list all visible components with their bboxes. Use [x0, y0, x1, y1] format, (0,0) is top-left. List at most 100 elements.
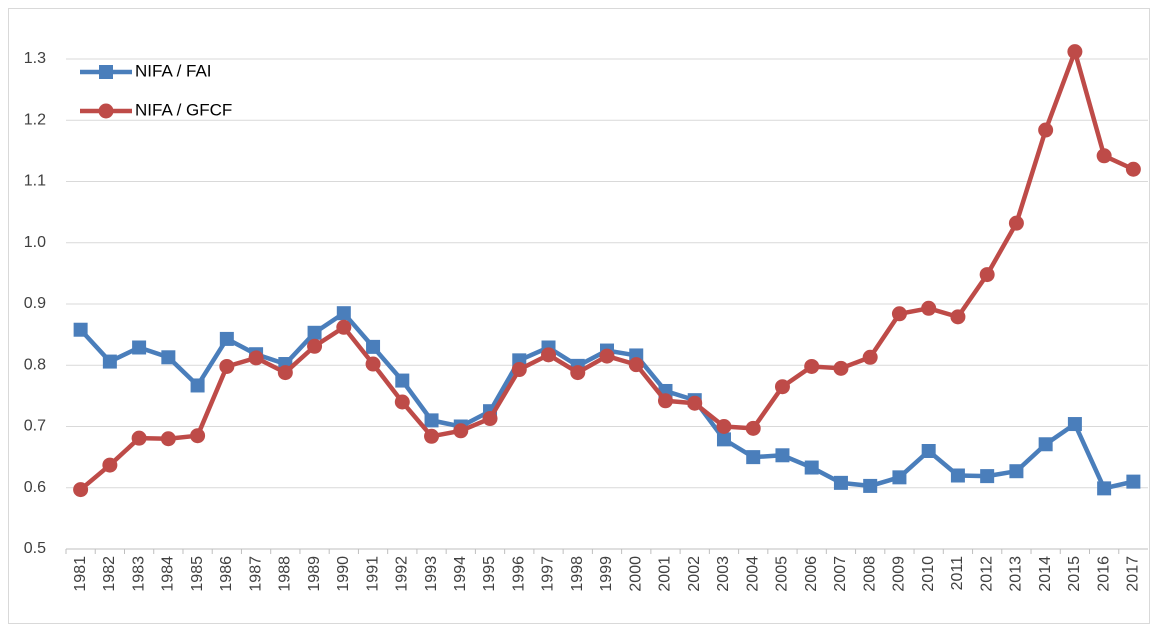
data-point: [628, 357, 644, 373]
data-point: [511, 362, 527, 378]
data-point: [453, 423, 469, 439]
x-tick-label: 1983: [130, 556, 147, 592]
data-point: [1125, 161, 1141, 177]
x-tick-label: 1998: [569, 556, 586, 592]
data-point: [336, 306, 351, 321]
data-point: [599, 348, 615, 364]
data-point: [277, 365, 293, 381]
x-tick-label: 1984: [160, 556, 177, 592]
data-point: [1038, 437, 1053, 452]
x-tick-label: 2010: [920, 556, 937, 592]
data-point: [102, 457, 118, 473]
data-point: [863, 478, 878, 493]
x-tick-label: 1987: [247, 556, 264, 592]
data-point: [980, 469, 995, 484]
data-point: [307, 325, 322, 340]
data-point: [687, 395, 703, 411]
x-tick-label: 2009: [891, 556, 908, 592]
data-point: [657, 393, 673, 409]
x-tick-label: 2007: [832, 556, 849, 592]
data-point: [950, 468, 965, 483]
x-tick-label: 1993: [423, 556, 440, 592]
x-tick-label: 1997: [540, 556, 557, 592]
data-point: [716, 419, 732, 434]
data-point: [424, 413, 439, 428]
data-point: [892, 470, 907, 485]
x-tick-label: 2005: [774, 556, 791, 592]
x-tick-label: 1996: [510, 556, 527, 592]
data-point: [979, 267, 995, 283]
data-point: [307, 338, 323, 354]
data-point: [131, 430, 147, 446]
data-point: [102, 354, 117, 369]
data-point: [833, 475, 848, 490]
data-point: [366, 339, 381, 354]
data-point: [160, 431, 176, 447]
data-point: [1008, 215, 1024, 231]
data-point: [395, 373, 410, 388]
data-point: [161, 350, 176, 365]
y-tick-label: 0.6: [24, 479, 46, 496]
data-point: [1096, 148, 1112, 164]
data-point: [1038, 122, 1054, 138]
data-point: [804, 358, 820, 374]
data-point: [775, 448, 790, 463]
x-tick-label: 2003: [715, 556, 732, 592]
x-tick-label: 2016: [1095, 556, 1112, 592]
data-point: [862, 349, 878, 365]
data-point: [950, 309, 966, 325]
x-tick-label: 2008: [861, 556, 878, 592]
x-tick-label: 2012: [978, 556, 995, 592]
x-tick-label: 1989: [306, 556, 323, 592]
y-tick-label: 0.5: [24, 540, 46, 557]
data-point: [1097, 481, 1112, 496]
x-tick-label: 1982: [101, 556, 118, 592]
data-point: [365, 356, 381, 372]
data-point: [73, 482, 89, 498]
legend-label: NIFA / FAI: [135, 61, 212, 80]
data-point: [921, 300, 937, 316]
data-point: [921, 444, 936, 458]
x-tick-label: 2002: [686, 556, 703, 592]
data-point: [1126, 474, 1141, 489]
legend-label: NIFA / GFCF: [135, 100, 232, 119]
data-point: [774, 379, 790, 395]
data-point: [424, 428, 440, 444]
data-point: [570, 365, 586, 381]
x-tick-label: 1981: [72, 556, 89, 592]
legend-marker: [99, 65, 113, 79]
legend-marker: [98, 103, 114, 119]
y-tick-label: 1.3: [24, 50, 46, 67]
data-point: [746, 450, 761, 465]
y-tick-label: 0.8: [24, 356, 46, 373]
data-point: [190, 378, 205, 393]
x-tick-label: 2014: [1037, 556, 1054, 592]
series-line: [79, 49, 1135, 492]
data-point: [336, 319, 352, 335]
x-tick-label: 2004: [744, 556, 761, 592]
data-point: [1067, 44, 1083, 60]
data-point: [745, 420, 761, 436]
data-point: [132, 340, 147, 355]
y-tick-label: 1.1: [24, 173, 46, 190]
x-tick-label: 2000: [627, 556, 644, 592]
series-line: [78, 310, 1134, 491]
y-tick-label: 0.9: [24, 295, 46, 312]
data-point: [394, 394, 410, 410]
x-tick-label: 1991: [364, 556, 381, 592]
data-point: [1009, 464, 1024, 479]
data-point: [248, 350, 264, 366]
data-point: [482, 411, 498, 427]
chart-border: [8, 8, 1150, 624]
data-point: [716, 432, 731, 447]
x-tick-label: 1992: [394, 556, 411, 592]
y-tick-label: 0.7: [24, 418, 46, 435]
y-tick-label: 1.2: [24, 111, 46, 128]
data-point: [1067, 417, 1082, 432]
x-tick-label: 2001: [657, 556, 674, 592]
x-tick-label: 2017: [1125, 556, 1142, 592]
data-point: [804, 460, 819, 475]
x-tick-label: 2011: [949, 556, 966, 591]
x-tick-label: 1990: [335, 556, 352, 592]
